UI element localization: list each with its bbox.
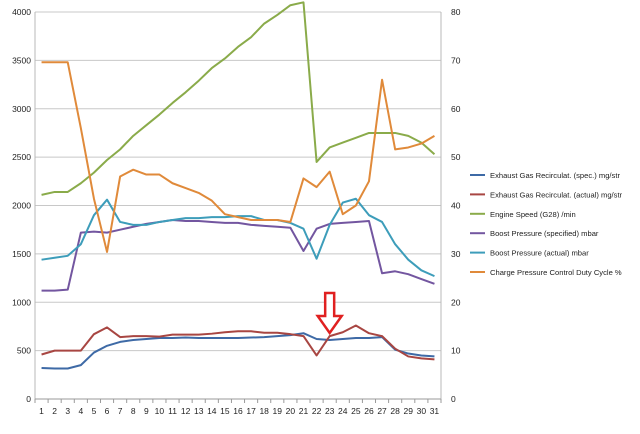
gridlines	[35, 11, 441, 352]
axes	[34, 12, 442, 400]
series-line	[41, 332, 435, 370]
x-tick-label: 14	[207, 406, 217, 416]
annotation	[315, 291, 345, 336]
legend-label: Engine Speed (G28) /min	[490, 210, 576, 219]
x-tick-label: 22	[312, 406, 322, 416]
series-lines	[41, 1, 436, 370]
y-left-tick-label: 1500	[12, 249, 31, 259]
x-tick-label: 27	[377, 406, 387, 416]
y-right-tick-label: 50	[451, 152, 461, 162]
x-tick-label: 21	[299, 406, 309, 416]
series-line	[41, 219, 435, 292]
y-left-tick-label: 1000	[12, 297, 31, 307]
x-tick-label: 11	[168, 406, 177, 416]
legend: Exhaust Gas Recirculat. (spec.) mg/str Ex…	[470, 171, 623, 277]
x-tick-label: 25	[351, 406, 361, 416]
x-tick-label: 30	[417, 406, 427, 416]
y-right-tick-label: 60	[451, 104, 461, 114]
series-line	[41, 1, 436, 196]
y-right-tick-label: 70	[451, 55, 461, 65]
y-left-tick-label: 3000	[12, 104, 31, 114]
x-tick-label: 7	[118, 406, 123, 416]
annotation-arrow	[315, 291, 345, 336]
x-tick-label: 13	[194, 406, 204, 416]
y-left-tick-label: 500	[17, 346, 31, 356]
x-tick-label: 4	[78, 406, 83, 416]
legend-label: Exhaust Gas Recirculat. (actual) mg/str	[490, 190, 623, 199]
y-left-tick-label: 3500	[12, 55, 31, 65]
x-tick-label: 16	[233, 406, 243, 416]
x-tick-label: 5	[92, 406, 97, 416]
x-tick-label: 1	[39, 406, 44, 416]
x-tick-label: 29	[404, 406, 414, 416]
x-tick-label: 9	[144, 406, 149, 416]
x-tick-label: 8	[131, 406, 136, 416]
x-tick-label: 3	[65, 406, 70, 416]
x-tick-label: 15	[220, 406, 230, 416]
legend-label: Boost Pressure (specified) mbar	[490, 229, 599, 238]
x-tick-label: 18	[259, 406, 269, 416]
series-line	[41, 61, 435, 253]
legend-label: Boost Pressure (actual) mbar	[490, 249, 589, 258]
x-tick-label: 19	[273, 406, 283, 416]
series-line	[41, 324, 435, 361]
x-tick-label: 26	[364, 406, 374, 416]
legend-label: Exhaust Gas Recirculat. (spec.) mg/str	[490, 171, 620, 180]
y-right-tick-label: 10	[451, 346, 461, 356]
y-left-tick-label: 0	[26, 394, 31, 404]
tick-labels: 0 500 1000 1500 2000 2500 3000 3500 4000 0 10 20 30 4…	[12, 7, 461, 416]
x-tick-label: 6	[105, 406, 110, 416]
y-right-tick-label: 40	[451, 201, 461, 211]
y-right-tick-label: 30	[451, 249, 461, 259]
y-right-tick-label: 80	[451, 7, 461, 17]
x-tick-label: 31	[430, 406, 440, 416]
y-right-tick-label: 0	[451, 394, 456, 404]
x-tick-label: 24	[338, 406, 348, 416]
y-left-tick-label: 2500	[12, 152, 31, 162]
x-tick-label: 2	[52, 406, 57, 416]
x-tick-label: 10	[155, 406, 165, 416]
series-line	[41, 197, 435, 278]
x-tick-label: 12	[181, 406, 191, 416]
y-right-tick-label: 20	[451, 297, 461, 307]
x-tick-label: 28	[390, 406, 400, 416]
y-left-tick-label: 4000	[12, 7, 31, 17]
legend-label: Charge Pressure Control Duty Cycle %	[490, 268, 622, 277]
x-tick-label: 17	[246, 406, 256, 416]
y-left-tick-label: 2000	[12, 201, 31, 211]
x-tick-label: 20	[286, 406, 296, 416]
x-tick-label: 23	[325, 406, 335, 416]
